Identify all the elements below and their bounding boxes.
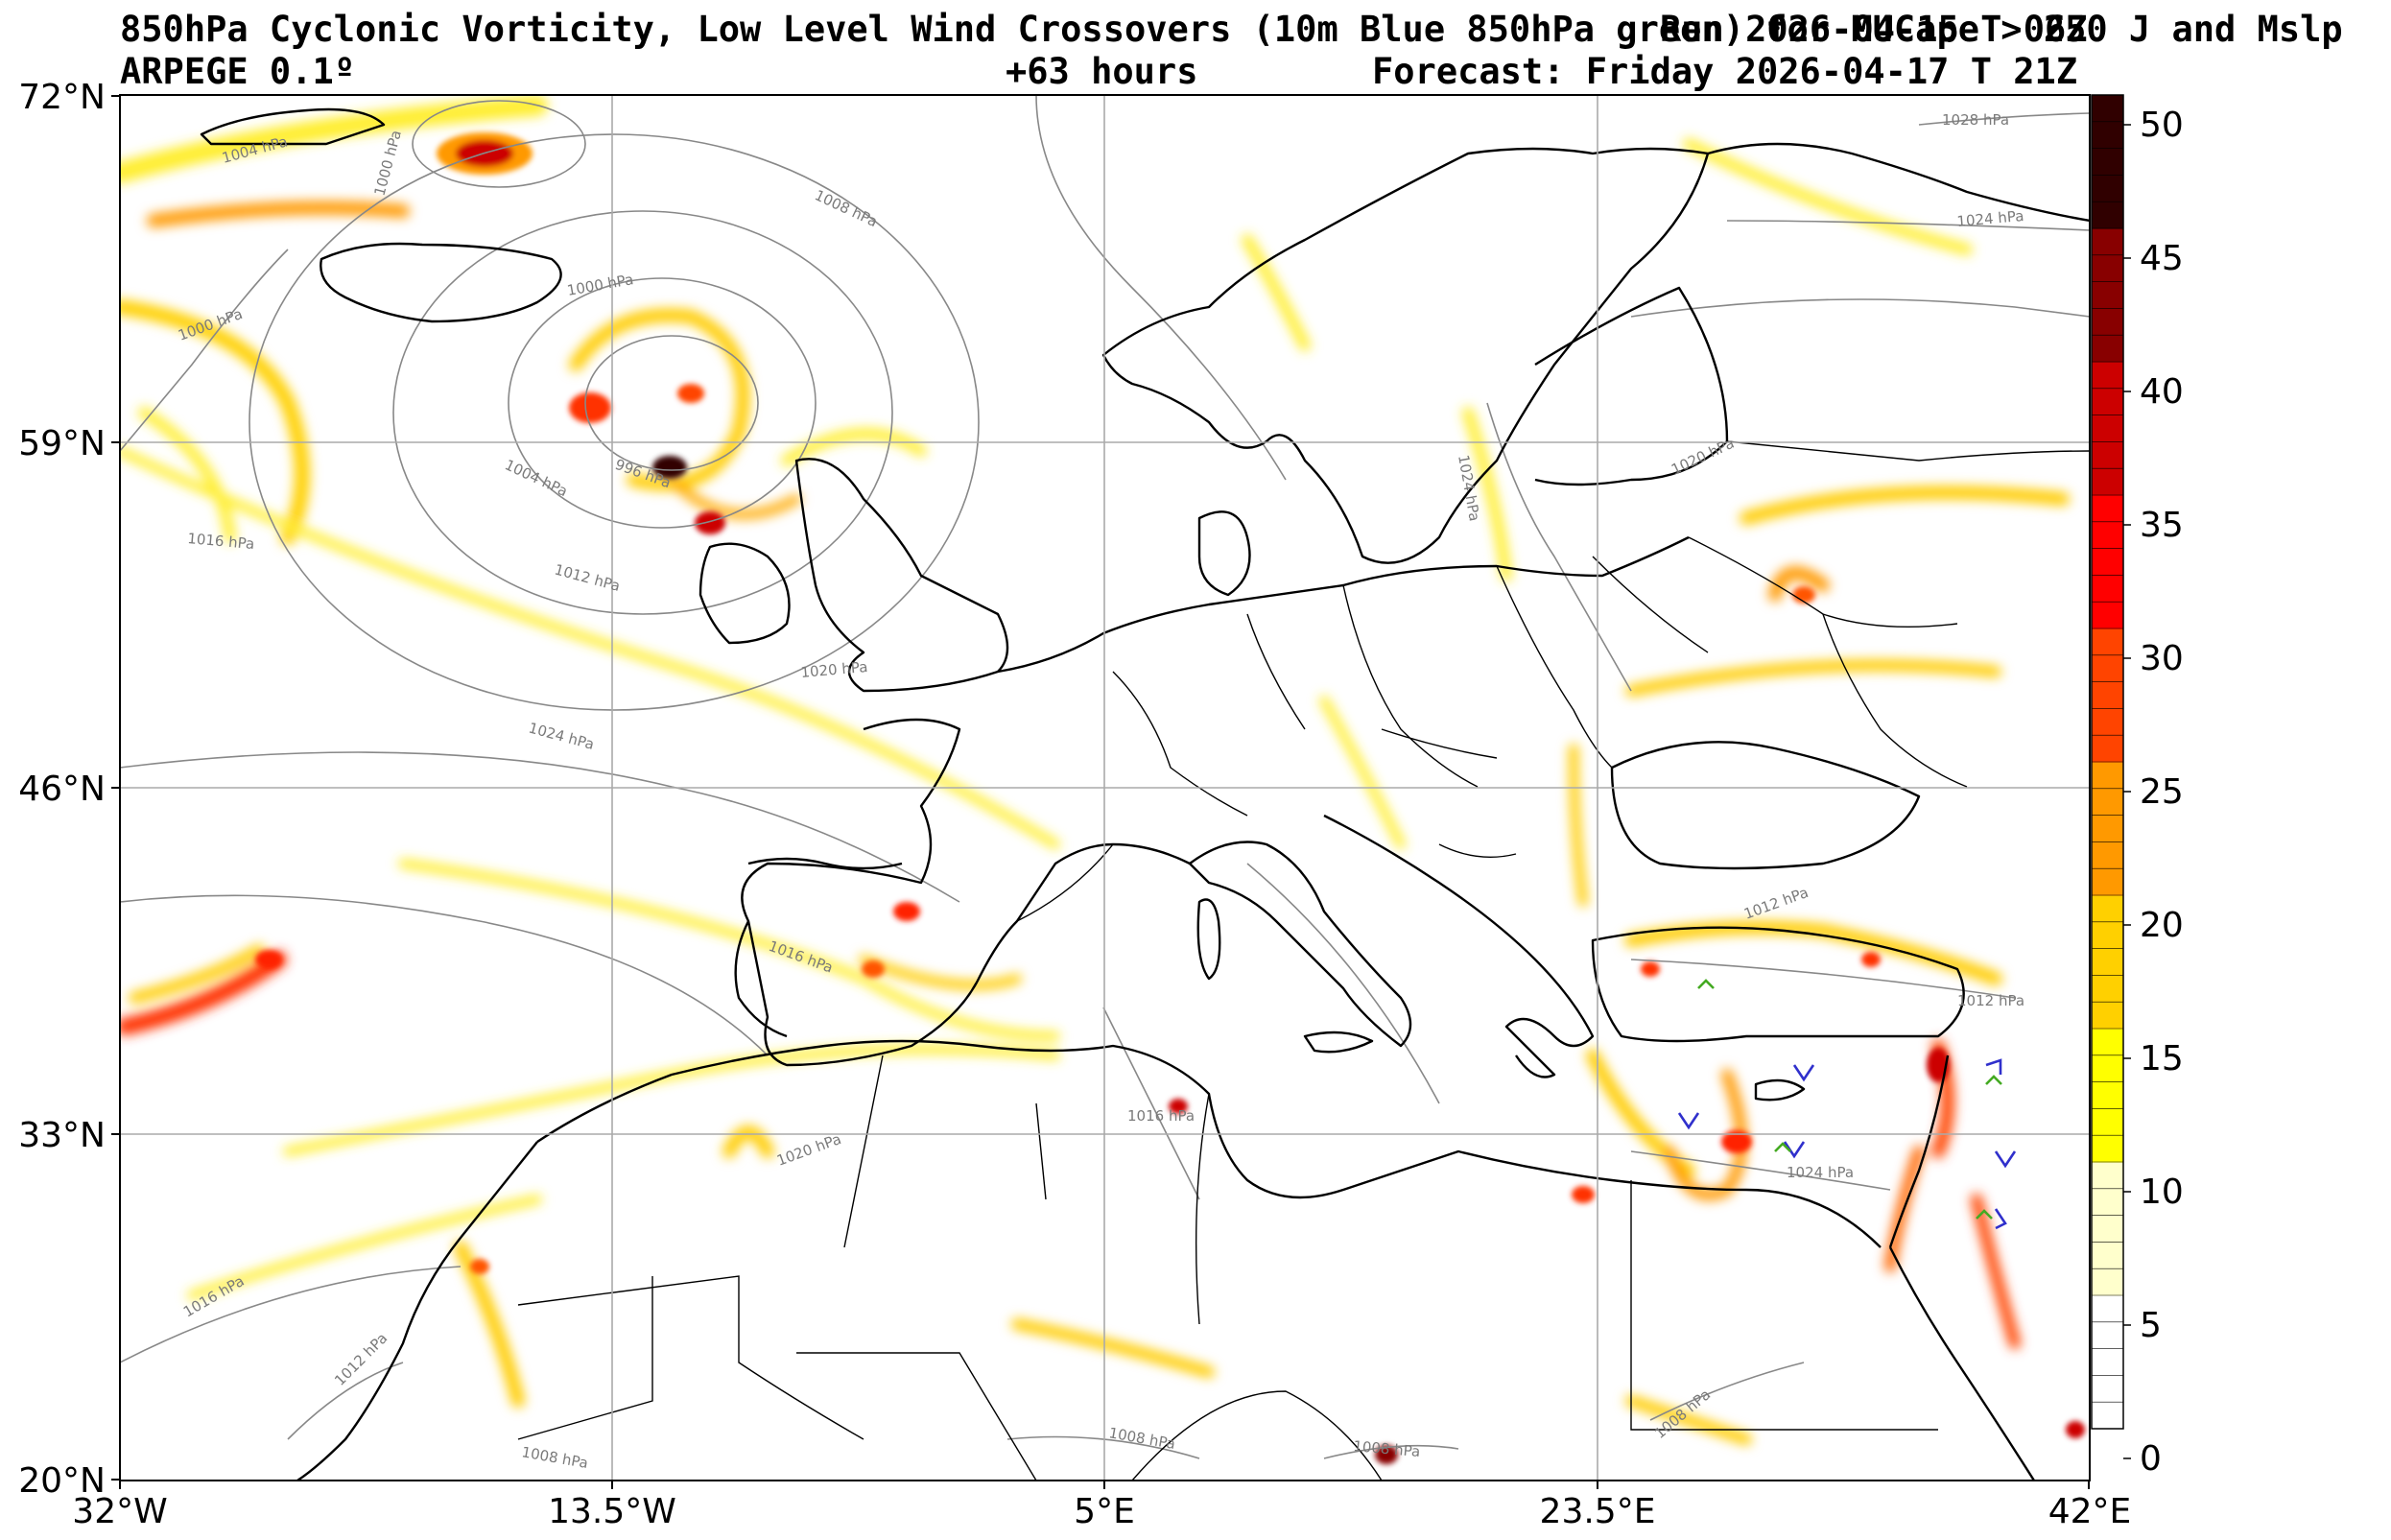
- colorbar-band: [2092, 362, 2123, 390]
- colorbar-band: [2092, 1215, 2123, 1243]
- colorbar-band: [2092, 95, 2123, 123]
- colorbar-band: [2092, 175, 2123, 202]
- colorbar: 50 45 40 35 30 25 20 15 10 5 0: [2091, 94, 2184, 1479]
- chart-title: 850hPa Cyclonic Vorticity, Low Level Win…: [120, 9, 2343, 50]
- colorbar-tick-label: 25: [2140, 772, 2184, 812]
- colorbar-band: [2092, 228, 2123, 256]
- run-time: Run 2026-04-15 T 06Z: [1660, 9, 2088, 50]
- colorbar-tick-label: 35: [2140, 506, 2184, 545]
- colorbar-tick-label: 20: [2140, 906, 2184, 945]
- colorbar-band: [2092, 254, 2123, 283]
- colorbar-band: [2092, 1348, 2123, 1376]
- colorbar-band: [2092, 388, 2123, 416]
- lat-label: 20°N: [18, 1461, 106, 1501]
- colorbar-tick-label: 15: [2140, 1039, 2184, 1078]
- colorbar-band: [2092, 1162, 2123, 1190]
- colorbar-band: [2092, 1108, 2123, 1136]
- colorbar-band: [2092, 1054, 2123, 1083]
- colorbar-band: [2092, 654, 2123, 683]
- colorbar-bands: [2092, 95, 2123, 1430]
- colorbar-band: [2092, 1242, 2123, 1269]
- colorbar-band: [2092, 575, 2123, 603]
- colorbar-ticks: [2092, 121, 2131, 1459]
- colorbar-band: [2092, 495, 2123, 523]
- map-area: 1004 hPa 1000 hPa 1008 hPa 1000 hPa 1000…: [120, 95, 2090, 1481]
- colorbar-band: [2092, 1081, 2123, 1109]
- country-borders: [517, 440, 2090, 1481]
- colorbar-band: [2092, 121, 2123, 150]
- colorbar-tick-label: 40: [2140, 372, 2184, 412]
- colorbar-band: [2092, 948, 2123, 976]
- colorbar-band: [2092, 1135, 2123, 1163]
- lat-label: 72°N: [18, 78, 106, 117]
- graticule: [120, 95, 2090, 1481]
- lon-label: 32°W: [72, 1492, 167, 1531]
- colorbar-band: [2092, 335, 2123, 363]
- colorbar-band: [2092, 1002, 2123, 1030]
- lon-label: 23.5°E: [1540, 1492, 1656, 1531]
- vorticity-field: [120, 95, 2070, 1445]
- isobar-label: 1028 hPa: [1942, 111, 2009, 129]
- colorbar-band: [2092, 681, 2123, 709]
- colorbar-band: [2092, 1268, 2123, 1296]
- colorbar-band: [2092, 415, 2123, 442]
- model-name: ARPEGE 0.1º: [120, 51, 356, 92]
- lon-label: 42°E: [2048, 1492, 2132, 1531]
- colorbar-band: [2092, 975, 2123, 1003]
- lat-label: 33°N: [18, 1116, 106, 1155]
- colorbar-tick-label: 0: [2140, 1439, 2162, 1479]
- lat-label: 59°N: [18, 424, 106, 463]
- colorbar-band: [2092, 148, 2123, 176]
- axis-ticks: [111, 95, 2090, 1489]
- colorbar-tick-label: 50: [2140, 106, 2184, 145]
- coastlines: [200, 107, 2090, 1481]
- isobar-label: 1016 hPa: [1127, 1107, 1195, 1125]
- colorbar-band: [2092, 708, 2123, 736]
- colorbar-band: [2092, 1295, 2123, 1323]
- isobar-label: 1012 hPa: [1957, 992, 2024, 1009]
- colorbar-band: [2092, 281, 2123, 309]
- colorbar-band: [2092, 895, 2123, 923]
- colorbar-band: [2092, 1029, 2123, 1056]
- wind-crossovers: [1677, 979, 2017, 1230]
- lead-time: +63 hours: [1006, 51, 1198, 92]
- colorbar-band: [2092, 201, 2123, 229]
- colorbar-band: [2092, 1402, 2123, 1430]
- colorbar-tick-label: 10: [2140, 1173, 2184, 1212]
- colorbar-band: [2092, 921, 2123, 950]
- lon-label: 13.5°W: [548, 1492, 676, 1531]
- colorbar-band: [2092, 602, 2123, 629]
- vorticity-maxima: [255, 132, 2085, 1464]
- colorbar-band: [2092, 815, 2123, 842]
- colorbar-band: [2092, 1188, 2123, 1217]
- colorbar-band: [2092, 628, 2123, 656]
- isobar-label: 1024 hPa: [1787, 1164, 1854, 1181]
- colorbar-band: [2092, 788, 2123, 817]
- colorbar-band: [2092, 548, 2123, 576]
- colorbar-band: [2092, 841, 2123, 869]
- colorbar-band: [2092, 441, 2123, 469]
- colorbar-tick-label: 45: [2140, 239, 2184, 278]
- colorbar-band: [2092, 1375, 2123, 1403]
- colorbar-tick-label: 30: [2140, 639, 2184, 678]
- lat-label: 46°N: [18, 770, 106, 809]
- lon-label: 5°E: [1074, 1492, 1135, 1531]
- colorbar-band: [2092, 468, 2123, 496]
- colorbar-band: [2092, 521, 2123, 550]
- colorbar-tick-label: 5: [2140, 1306, 2162, 1345]
- colorbar-band: [2092, 735, 2123, 763]
- colorbar-band: [2092, 868, 2123, 896]
- colorbar-band: [2092, 1321, 2123, 1350]
- colorbar-band: [2092, 308, 2123, 336]
- isobars: [120, 95, 2090, 1459]
- colorbar-band: [2092, 762, 2123, 790]
- forecast-time: Forecast: Friday 2026-04-17 T 21Z: [1372, 51, 2078, 92]
